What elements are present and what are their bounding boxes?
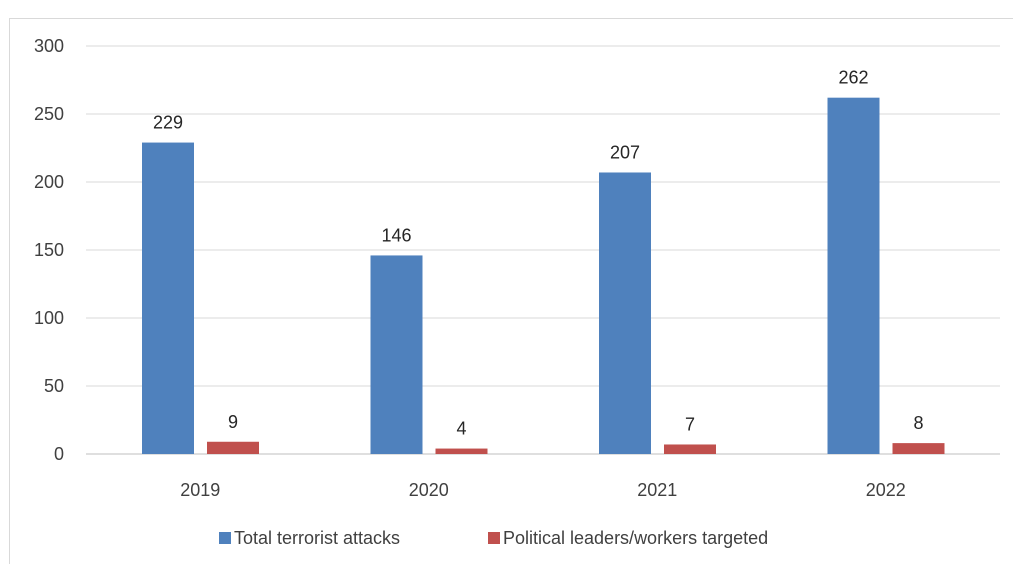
bar-political-targeted	[207, 441, 259, 454]
data-label: 8	[913, 413, 923, 433]
y-tick-label: 50	[44, 376, 64, 396]
bar-political-targeted	[892, 443, 945, 454]
bar-total-attacks	[827, 97, 880, 455]
x-tick-label: 2019	[180, 480, 220, 500]
bars	[142, 97, 945, 455]
bar-total-attacks	[142, 142, 194, 454]
data-label: 207	[610, 142, 640, 162]
y-tick-label: 150	[34, 240, 64, 260]
data-label: 146	[381, 225, 411, 245]
data-label: 262	[838, 68, 868, 88]
data-labels: 229 9 146 4 207 7 262 8	[153, 68, 924, 439]
bar-total-attacks	[370, 255, 423, 454]
y-tick-label: 0	[54, 444, 64, 464]
x-tick-label: 2022	[866, 480, 906, 500]
x-axis-ticks: 2019 2020 2021 2022	[180, 480, 906, 500]
legend: Total terrorist attacks Political leaders…	[219, 528, 768, 548]
legend-swatch	[488, 532, 500, 544]
data-label: 229	[153, 113, 183, 133]
legend-label: Political leaders/workers targeted	[503, 528, 768, 548]
x-tick-label: 2020	[409, 480, 449, 500]
y-tick-label: 100	[34, 308, 64, 328]
y-axis-ticks: 0 50 100 150 200 250 300	[34, 36, 64, 464]
y-tick-label: 250	[34, 104, 64, 124]
y-tick-label: 300	[34, 36, 64, 56]
y-tick-label: 200	[34, 172, 64, 192]
data-label: 7	[685, 414, 695, 434]
data-label: 9	[228, 412, 238, 432]
bar-total-attacks	[599, 172, 651, 455]
legend-label: Total terrorist attacks	[234, 528, 400, 548]
data-label: 4	[456, 419, 466, 439]
legend-swatch	[219, 532, 231, 544]
bar-political-targeted	[664, 444, 716, 454]
x-tick-label: 2021	[637, 480, 677, 500]
bar-political-targeted	[435, 448, 488, 454]
chart-frame	[9, 18, 1013, 564]
